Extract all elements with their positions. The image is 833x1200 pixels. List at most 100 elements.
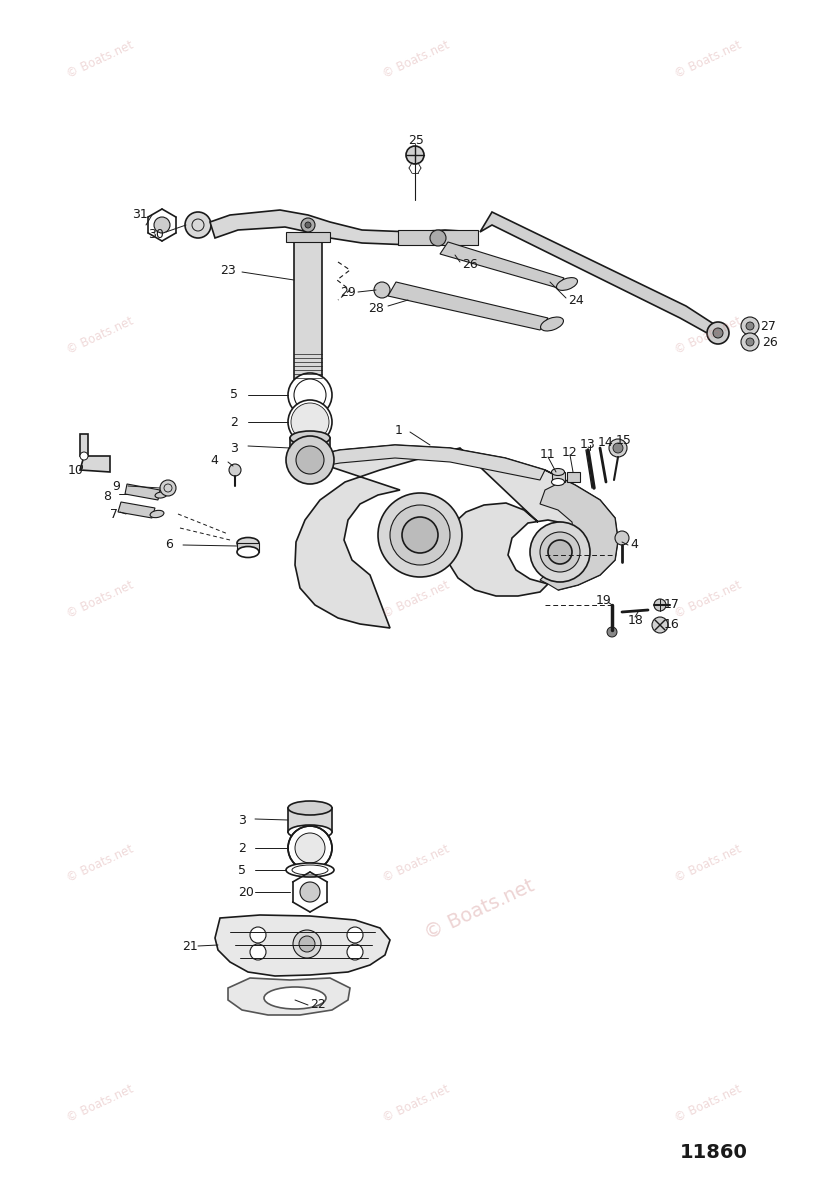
Polygon shape [294,240,322,380]
Circle shape [654,599,666,611]
Ellipse shape [551,468,565,475]
Text: © Boats.net: © Boats.net [672,38,744,82]
Circle shape [741,317,759,335]
Text: 16: 16 [664,618,680,631]
Circle shape [185,212,211,238]
Circle shape [250,926,266,943]
Ellipse shape [556,277,577,290]
Text: 26: 26 [462,258,478,271]
Text: 8: 8 [103,490,111,503]
Circle shape [741,332,759,350]
Ellipse shape [150,510,164,517]
Circle shape [746,322,754,330]
Polygon shape [125,484,160,500]
Text: © Boats.net: © Boats.net [64,1082,136,1126]
Polygon shape [118,502,155,518]
Text: 11860: 11860 [680,1142,748,1162]
Text: 9: 9 [112,480,120,492]
Polygon shape [295,445,618,628]
Text: 30: 30 [148,228,164,241]
Polygon shape [286,232,330,242]
Text: © Boats.net: © Boats.net [381,842,452,886]
Circle shape [296,446,324,474]
Text: © Boats.net: © Boats.net [64,38,136,82]
Circle shape [160,480,176,496]
Text: © Boats.net: © Boats.net [64,842,136,886]
Ellipse shape [551,479,565,486]
Text: 25: 25 [408,133,424,146]
Text: 5: 5 [230,389,238,402]
Text: 22: 22 [310,998,326,1012]
Ellipse shape [290,431,330,445]
Circle shape [430,230,446,246]
Circle shape [299,936,315,952]
Circle shape [540,532,580,572]
Polygon shape [552,472,565,482]
Circle shape [652,617,668,634]
Text: 24: 24 [568,294,584,306]
Ellipse shape [264,986,326,1009]
Text: © Boats.net: © Boats.net [381,38,452,82]
Circle shape [607,626,617,637]
Text: 19: 19 [596,594,611,606]
Text: 2: 2 [230,415,238,428]
Polygon shape [288,808,332,832]
Text: 10: 10 [68,463,84,476]
Circle shape [530,522,590,582]
Text: © Boats.net: © Boats.net [672,578,744,622]
Circle shape [295,833,325,863]
Circle shape [288,373,332,416]
Polygon shape [80,456,110,472]
Circle shape [286,436,334,484]
Circle shape [229,464,241,476]
Text: 20: 20 [238,886,254,899]
Text: 2: 2 [238,841,246,854]
Circle shape [713,328,723,338]
Polygon shape [210,210,478,245]
Polygon shape [398,230,478,245]
Polygon shape [215,914,390,976]
Text: 28: 28 [368,301,384,314]
Text: 6: 6 [165,539,173,552]
Text: 29: 29 [340,286,356,299]
Text: © Boats.net: © Boats.net [381,1082,452,1126]
Text: 7: 7 [110,509,118,522]
Circle shape [613,443,623,452]
Ellipse shape [286,863,334,877]
Circle shape [291,403,329,440]
Ellipse shape [288,802,332,815]
Text: 15: 15 [616,433,632,446]
Polygon shape [540,470,618,590]
Text: 12: 12 [562,445,578,458]
Circle shape [300,882,320,902]
Polygon shape [440,242,564,288]
Ellipse shape [237,546,259,558]
Text: 1: 1 [395,424,403,437]
Polygon shape [480,212,720,338]
Circle shape [707,322,729,344]
Ellipse shape [288,826,332,839]
Text: © Boats.net: © Boats.net [422,876,538,943]
Text: 4: 4 [630,539,638,552]
Circle shape [293,930,321,958]
Text: 11: 11 [540,449,556,462]
Circle shape [374,282,390,298]
Ellipse shape [155,492,167,498]
Circle shape [402,517,438,553]
Circle shape [378,493,462,577]
Polygon shape [295,445,545,480]
Polygon shape [388,282,548,330]
Text: 17: 17 [664,599,680,612]
Circle shape [154,217,170,233]
Text: 3: 3 [230,442,238,455]
Circle shape [548,540,572,564]
Circle shape [288,400,332,444]
Text: 13: 13 [580,438,596,451]
Circle shape [390,505,450,565]
Text: 5: 5 [238,864,246,876]
Circle shape [609,439,627,457]
Circle shape [305,222,311,228]
Polygon shape [237,542,259,552]
Text: 31: 31 [132,209,147,222]
Circle shape [288,826,332,870]
